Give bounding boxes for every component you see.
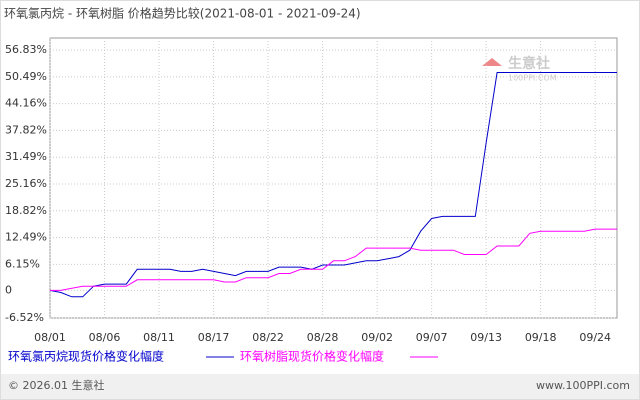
y-tick-label: 18.82% xyxy=(5,204,47,217)
x-tick-label: 09/24 xyxy=(579,331,611,344)
y-tick-label: 44.16% xyxy=(5,97,47,110)
legend-label: 环氧树脂现货价格变化幅度 xyxy=(240,349,384,364)
y-tick-label: -6.52% xyxy=(5,311,44,324)
y-tick-label: 37.82% xyxy=(5,123,47,136)
watermark-url: 100PPI.COM xyxy=(508,74,557,83)
series-line xyxy=(49,72,617,298)
y-tick-label: 12.49% xyxy=(5,231,47,244)
watermark: 生意社 100PPI.COM xyxy=(482,55,557,83)
watermark-icon xyxy=(482,58,502,66)
x-tick-label: 08/06 xyxy=(89,331,121,344)
x-tick-label: 09/18 xyxy=(525,331,557,344)
y-tick-label: 50.49% xyxy=(5,70,47,83)
y-tick-label: 25.16% xyxy=(5,177,47,190)
x-tick-label: 08/17 xyxy=(198,331,230,344)
watermark-text: 生意社 xyxy=(508,55,550,72)
x-tick-label: 09/07 xyxy=(416,331,448,344)
y-tick-label: 0 xyxy=(5,283,12,296)
footer-left: © 2026.01 生意社 xyxy=(8,378,104,392)
series-line xyxy=(50,228,617,291)
chart-title: 环氧氯丙烷 - 环氧树脂 价格趋势比较(2021-08-01 - 2021-09… xyxy=(4,6,361,21)
x-tick-label: 08/28 xyxy=(307,331,339,344)
x-tick-label: 09/13 xyxy=(470,331,502,344)
plot-frame xyxy=(49,37,618,319)
footer-right: www.100PPI.com xyxy=(536,379,630,392)
y-tick-label: 6.15% xyxy=(5,257,40,270)
legend-label: 环氧氯丙烷现货价格变化幅度 xyxy=(8,349,164,364)
y-tick-label: 31.49% xyxy=(5,150,47,163)
x-tick-label: 08/22 xyxy=(252,331,284,344)
x-tick-label: 08/11 xyxy=(143,331,175,344)
x-tick-label: 08/01 xyxy=(34,331,66,344)
y-tick-label: 56.83% xyxy=(5,43,47,56)
x-tick-label: 09/02 xyxy=(361,331,393,344)
footer-bar xyxy=(1,374,639,399)
